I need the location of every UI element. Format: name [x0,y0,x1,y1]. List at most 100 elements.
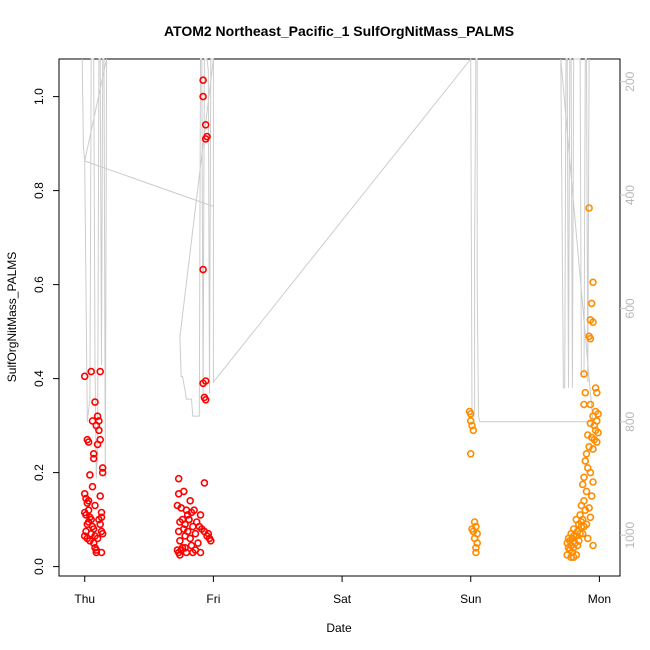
right-tick-label: 200 [623,71,637,91]
plot-frame [58,58,621,577]
scatter-point [472,548,480,557]
scatter-point [572,551,581,559]
y-axis: 0.0 0.2 0.4 0.6 0.8 1.0 [32,88,59,575]
scatter-point [88,417,97,425]
scatter-point [580,370,588,378]
scatter-point [186,496,194,505]
scatter-point [586,468,595,477]
y-tick-label: 0.8 [32,182,46,199]
scatter-point [98,529,107,538]
scatter-point [95,426,103,435]
scatter-point [80,372,89,381]
y-tick-label: 0.6 [32,276,46,293]
scatter-point [587,492,596,500]
scatter-point [174,527,183,536]
scatter-point [98,464,107,472]
scatter-point [199,92,207,101]
right-axis: 200 400 600 800 1000 [620,71,637,549]
scatter-point [80,489,89,498]
scatter-point [581,506,590,515]
y-axis-label: SulfOrgNitMass_PALMS [5,252,19,382]
scatter-point [466,417,475,425]
right-tick-label: 400 [623,185,637,205]
scatter-point [590,421,599,430]
scatter-point [91,398,99,406]
scatter-point [469,426,478,435]
scatter-point [95,515,103,524]
scatter-point [589,541,597,550]
scatter-point [468,421,476,430]
scatter-point [580,400,588,409]
scatter-point [87,367,95,376]
scatter-point [201,377,210,385]
scatter-point [586,513,595,522]
scatter-point [580,473,588,482]
scatter-point [577,522,586,531]
scatter-point [97,508,106,517]
scatter-point [181,520,189,529]
scatter-point [582,487,591,496]
scatter-point [578,529,587,538]
altitude-line [81,57,594,479]
altitude-line-layer [81,57,594,479]
scatter-point [196,511,205,519]
x-tick-label: Fri [206,592,220,606]
scatter-point [581,388,590,397]
scatter-point [199,76,207,84]
scatter-point [473,539,482,547]
scatter-point [194,539,202,547]
scatter-point [581,457,590,465]
scatter-point [587,299,596,308]
scatter-point [189,548,197,557]
right-tick-label: 600 [623,298,637,318]
scatter-point [92,548,101,557]
scatter-point [97,548,106,557]
scatter-point [84,438,93,446]
x-tick-label: Mon [588,592,611,606]
scatter-point [96,367,104,376]
scatter-point [186,534,194,543]
x-axis: Thu Fri Sat Sun Mon [74,575,611,606]
scatter-point [592,388,601,397]
scatter-point [201,135,210,143]
y-tick-label: 0.2 [32,464,46,481]
scatter-point [191,529,200,538]
scatter-point [93,534,102,543]
x-tick-label: Sun [460,592,481,606]
scatter-point [189,522,197,531]
scatter-point [174,489,183,498]
scatter-point [589,445,597,453]
x-tick-label: Thu [74,592,95,606]
scatter-point [187,541,196,550]
scatter-point [585,204,593,212]
scatter-point [98,468,107,477]
scatter-point [88,482,97,491]
scatter-point [89,539,98,547]
scatter-point [174,474,183,483]
scatter-point [577,501,586,510]
scatter-point [89,449,98,458]
y-tick-label: 0.4 [32,370,46,387]
scatter-point [466,449,475,458]
scatter-point [592,438,601,446]
right-tick-label: 800 [623,411,637,431]
scatter-point [578,480,587,489]
scatter-point [183,511,192,519]
scatter-point [470,518,479,526]
scatter-point [589,478,597,486]
scatter-point [201,395,210,404]
scatter-points-layer [80,76,602,562]
scatter-point [586,334,595,343]
right-tick-label: 1000 [623,522,637,549]
scatter-point [199,265,207,274]
scatter-point [91,501,99,510]
y-tick-label: 1.0 [32,88,46,105]
scatter-point [589,278,597,287]
scatter-point [93,440,102,449]
scatter-point [589,318,597,327]
scatter-point [93,412,102,421]
scatter-point [583,534,592,543]
scatter-point [466,410,475,418]
scatter-point [589,412,597,421]
